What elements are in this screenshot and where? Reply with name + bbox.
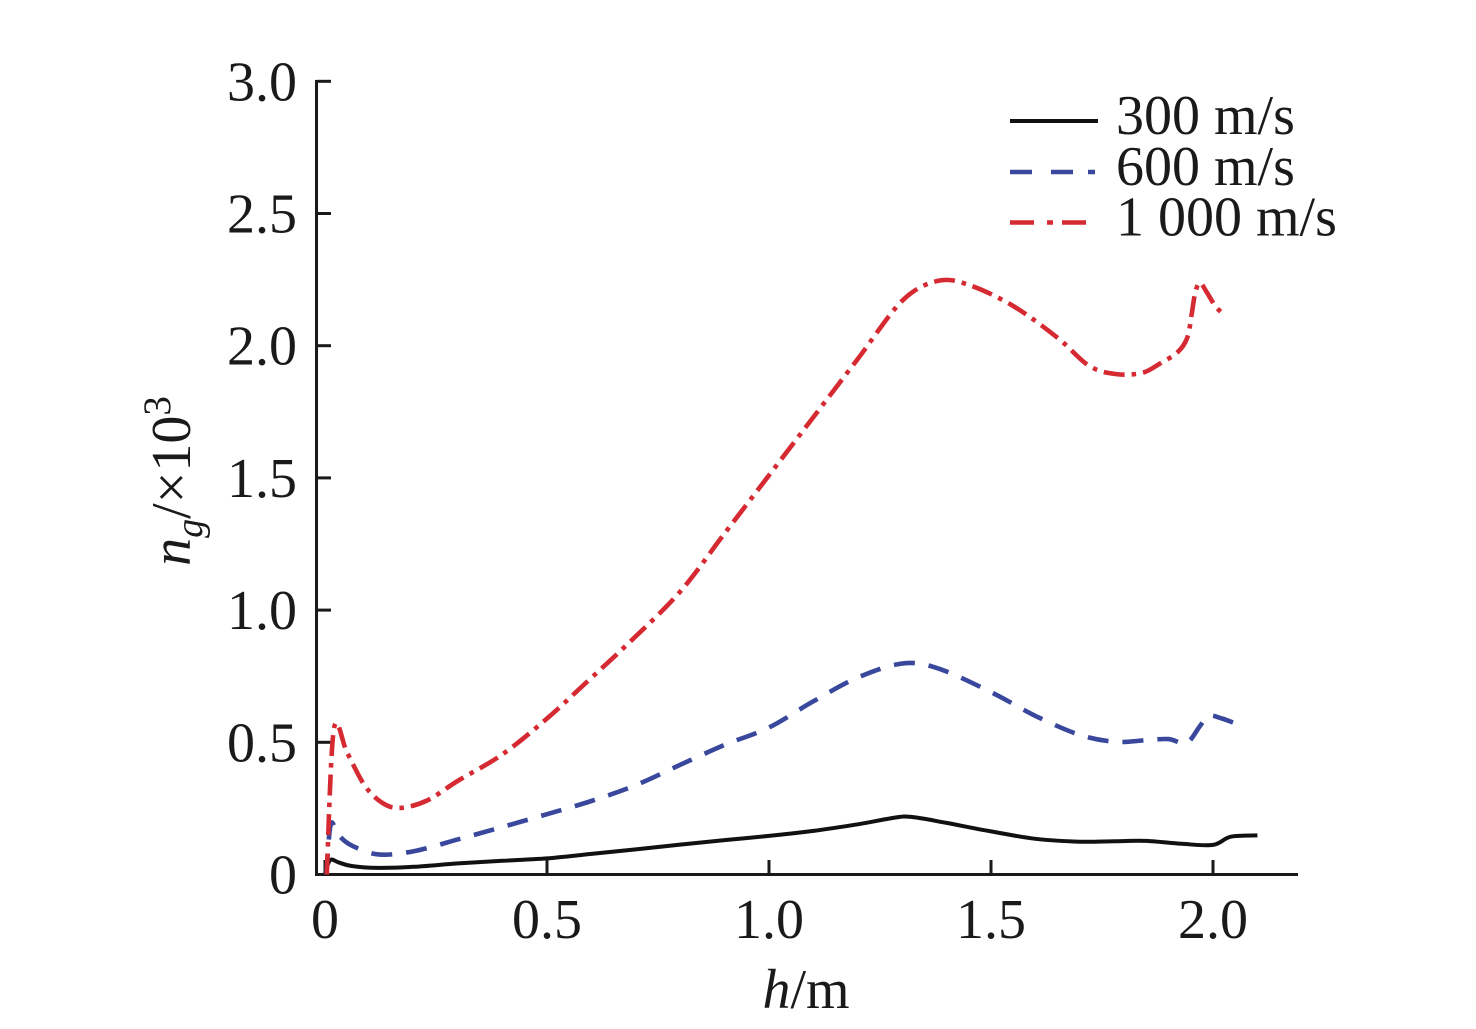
svg-text:1 000 m/s: 1 000 m/s	[1116, 187, 1337, 249]
svg-text:2.0: 2.0	[227, 316, 297, 378]
svg-text:0: 0	[311, 889, 339, 951]
svg-text:0: 0	[269, 845, 297, 907]
svg-text:0.5: 0.5	[512, 889, 582, 951]
svg-text:1.0: 1.0	[227, 580, 297, 642]
svg-text:3.0: 3.0	[227, 51, 297, 113]
svg-text:h/m: h/m	[762, 959, 849, 1021]
svg-text:1.5: 1.5	[956, 889, 1026, 951]
svg-text:0.5: 0.5	[227, 712, 297, 774]
svg-text:2.0: 2.0	[1178, 889, 1248, 951]
svg-text:ng/×103: ng/×103	[136, 396, 211, 566]
svg-text:300 m/s: 300 m/s	[1116, 85, 1295, 147]
svg-text:1.0: 1.0	[734, 889, 804, 951]
svg-text:600 m/s: 600 m/s	[1116, 136, 1295, 198]
svg-text:1.5: 1.5	[227, 448, 297, 510]
svg-text:2.5: 2.5	[227, 184, 297, 246]
